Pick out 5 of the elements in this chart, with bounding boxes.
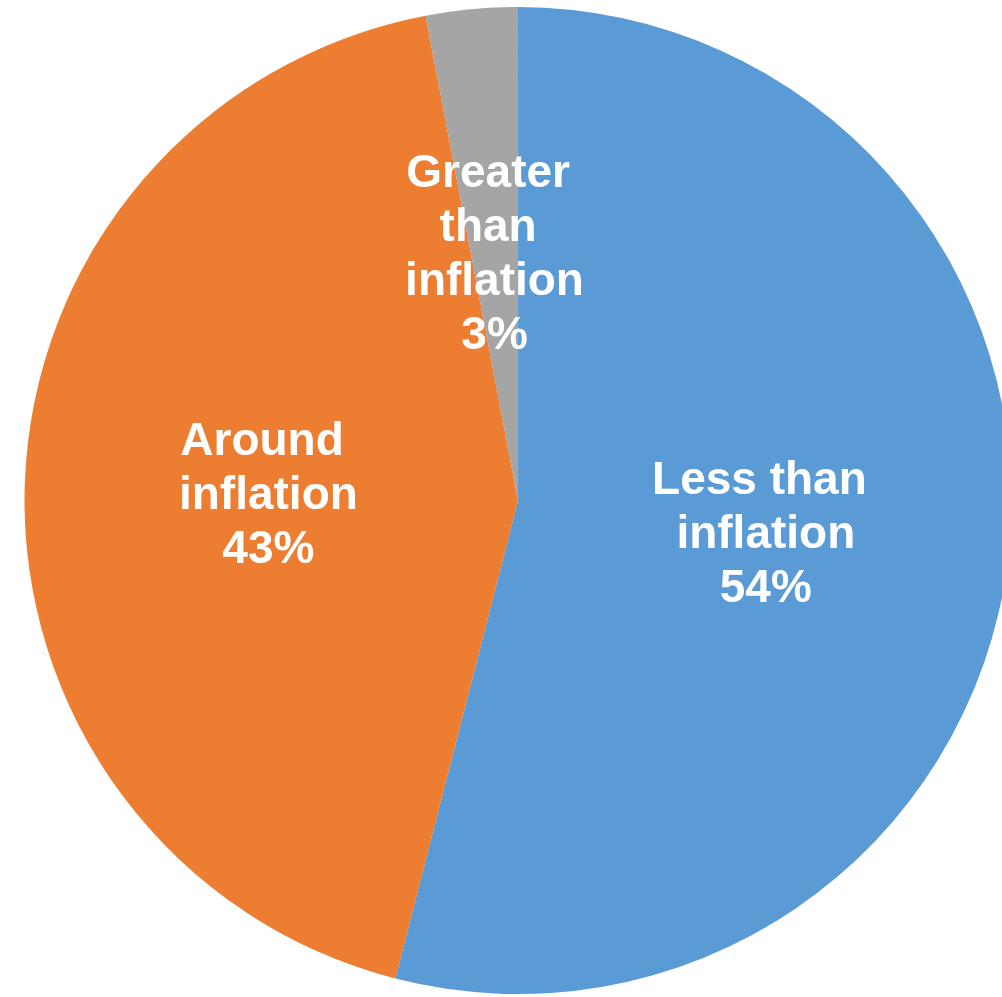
data-label: 43% <box>222 520 315 573</box>
data-label: 3% <box>461 306 528 359</box>
data-label: 54% <box>719 559 812 612</box>
slice-label: Around inflation <box>178 412 358 519</box>
slice-label: Less than inflation <box>652 451 880 558</box>
